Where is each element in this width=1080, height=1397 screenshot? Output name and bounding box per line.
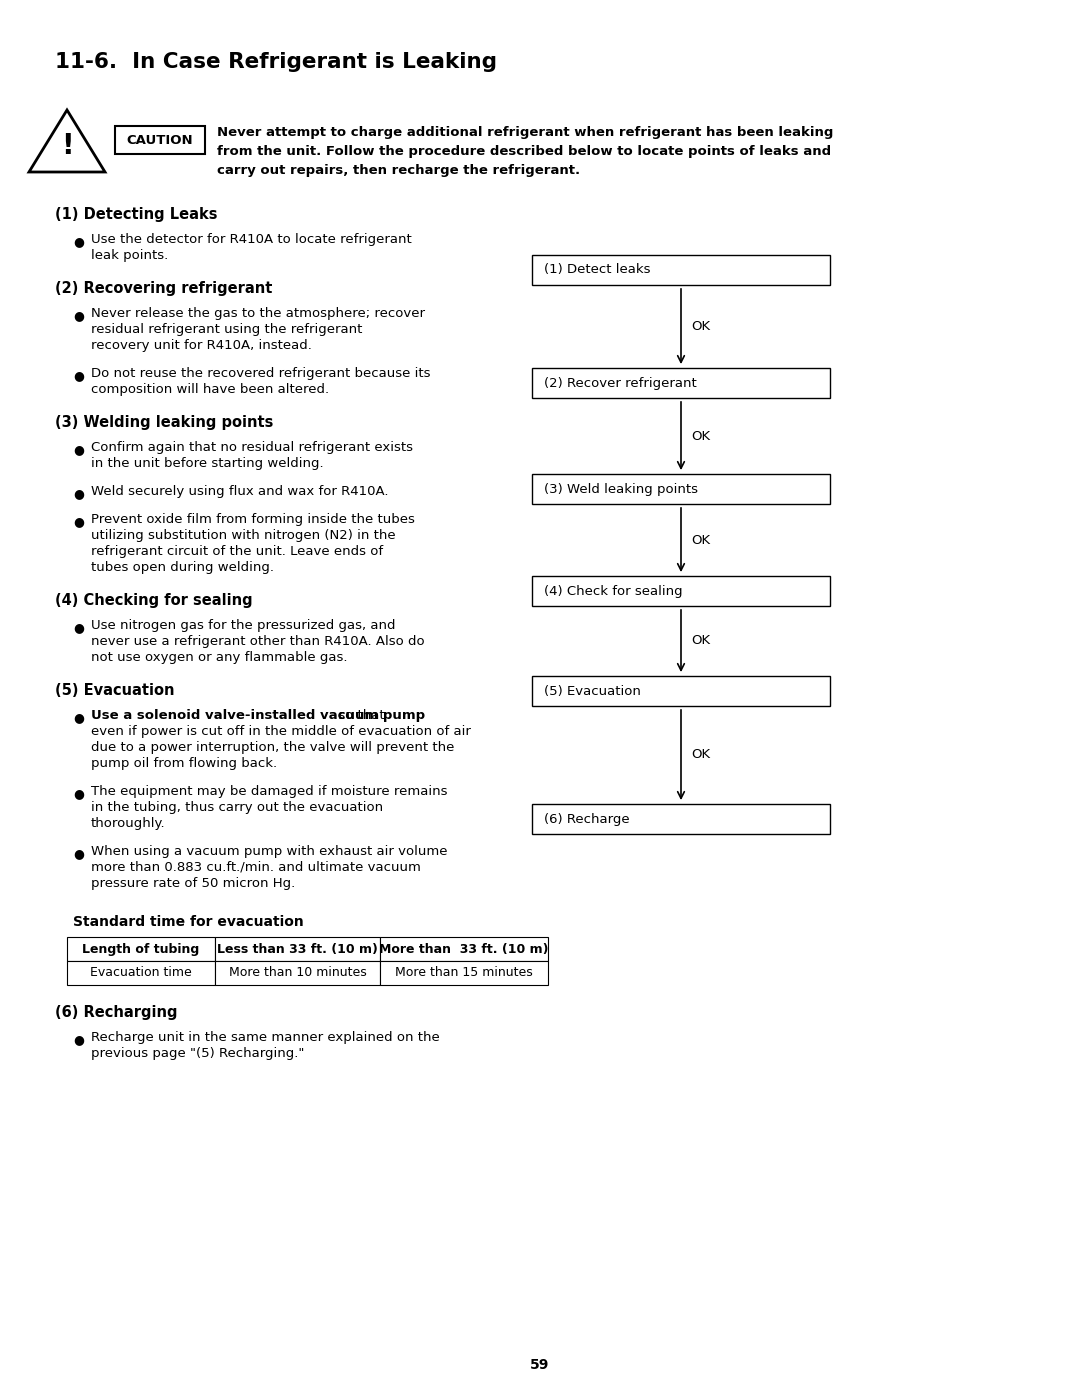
Text: CAUTION: CAUTION	[126, 134, 193, 147]
Bar	[67, 937, 215, 961]
Text: Do not reuse the recovered refrigerant because its: Do not reuse the recovered refrigerant b…	[91, 367, 431, 380]
Text: even if power is cut off in the middle of evacuation of air: even if power is cut off in the middle o…	[91, 725, 471, 738]
Text: Prevent oxide film from forming inside the tubes: Prevent oxide film from forming inside t…	[91, 513, 415, 527]
Text: Evacuation time: Evacuation time	[90, 967, 192, 979]
Text: OK: OK	[691, 634, 711, 647]
Text: When using a vacuum pump with exhaust air volume: When using a vacuum pump with exhaust ai…	[91, 845, 447, 858]
Text: in the unit before starting welding.: in the unit before starting welding.	[91, 457, 324, 469]
Text: ●: ●	[73, 309, 84, 321]
Text: ●: ●	[73, 847, 84, 861]
Text: OK: OK	[691, 534, 711, 546]
Text: More than 10 minutes: More than 10 minutes	[229, 967, 366, 979]
Text: (2) Recovering refrigerant: (2) Recovering refrigerant	[55, 281, 272, 296]
Text: in the tubing, thus carry out the evacuation: in the tubing, thus carry out the evacua…	[91, 800, 383, 814]
Text: Use nitrogen gas for the pressurized gas, and: Use nitrogen gas for the pressurized gas…	[91, 619, 395, 631]
Text: OK: OK	[691, 320, 711, 332]
Bar	[380, 961, 548, 985]
Text: Never attempt to charge additional refrigerant when refrigerant has been leaking: Never attempt to charge additional refri…	[217, 126, 834, 138]
Text: Use the detector for R410A to locate refrigerant: Use the detector for R410A to locate ref…	[91, 233, 411, 246]
Text: so that: so that	[334, 710, 384, 722]
Text: 59: 59	[530, 1358, 550, 1372]
Text: Weld securely using flux and wax for R410A.: Weld securely using flux and wax for R41…	[91, 485, 389, 497]
Text: ●: ●	[73, 488, 84, 500]
Text: Standard time for evacuation: Standard time for evacuation	[73, 915, 303, 929]
Text: carry out repairs, then recharge the refrigerant.: carry out repairs, then recharge the ref…	[217, 163, 580, 177]
Text: ●: ●	[73, 787, 84, 800]
Text: ●: ●	[73, 235, 84, 249]
Text: OK: OK	[691, 749, 711, 761]
Text: ●: ●	[73, 622, 84, 634]
Text: (4) Checking for sealing: (4) Checking for sealing	[55, 592, 253, 608]
Text: not use oxygen or any flammable gas.: not use oxygen or any flammable gas.	[91, 651, 348, 664]
Text: (1) Detecting Leaks: (1) Detecting Leaks	[55, 207, 217, 222]
Text: leak points.: leak points.	[91, 249, 168, 263]
Text: ●: ●	[73, 443, 84, 455]
Text: !: !	[60, 131, 73, 161]
Text: more than 0.883 cu.ft./min. and ultimate vacuum: more than 0.883 cu.ft./min. and ultimate…	[91, 861, 421, 875]
Bar	[532, 576, 831, 606]
Text: pump oil from flowing back.: pump oil from flowing back.	[91, 757, 278, 770]
Bar	[114, 126, 205, 154]
Bar	[532, 805, 831, 834]
Bar	[215, 961, 380, 985]
Bar	[532, 474, 831, 504]
Text: due to a power interruption, the valve will prevent the: due to a power interruption, the valve w…	[91, 740, 455, 754]
Text: Less than 33 ft. (10 m): Less than 33 ft. (10 m)	[217, 943, 378, 956]
Bar	[532, 256, 831, 285]
Text: Never release the gas to the atmosphere; recover: Never release the gas to the atmosphere;…	[91, 307, 426, 320]
Text: utilizing substitution with nitrogen (N2) in the: utilizing substitution with nitrogen (N2…	[91, 529, 395, 542]
Text: OK: OK	[691, 429, 711, 443]
Text: pressure rate of 50 micron Hg.: pressure rate of 50 micron Hg.	[91, 877, 295, 890]
Bar	[532, 367, 831, 398]
Text: (3) Welding leaking points: (3) Welding leaking points	[55, 415, 273, 430]
Text: ●: ●	[73, 369, 84, 381]
Text: More than  33 ft. (10 m): More than 33 ft. (10 m)	[379, 943, 549, 956]
Text: thoroughly.: thoroughly.	[91, 817, 165, 830]
Text: The equipment may be damaged if moisture remains: The equipment may be damaged if moisture…	[91, 785, 447, 798]
Text: Recharge unit in the same manner explained on the: Recharge unit in the same manner explain…	[91, 1031, 440, 1044]
Text: 11-6.  In Case Refrigerant is Leaking: 11-6. In Case Refrigerant is Leaking	[55, 52, 497, 73]
Text: tubes open during welding.: tubes open during welding.	[91, 562, 274, 574]
Bar	[532, 676, 831, 705]
Text: Length of tubing: Length of tubing	[82, 943, 200, 956]
Text: (2) Recover refrigerant: (2) Recover refrigerant	[544, 377, 697, 390]
Text: (5) Evacuation: (5) Evacuation	[544, 685, 640, 697]
Text: ●: ●	[73, 515, 84, 528]
Text: never use a refrigerant other than R410A. Also do: never use a refrigerant other than R410A…	[91, 636, 424, 648]
Text: Use a solenoid valve-installed vacuum pump: Use a solenoid valve-installed vacuum pu…	[91, 710, 426, 722]
Text: More than 15 minutes: More than 15 minutes	[395, 967, 532, 979]
Text: ●: ●	[73, 1032, 84, 1046]
Text: (6) Recharge: (6) Recharge	[544, 813, 630, 826]
Text: residual refrigerant using the refrigerant: residual refrigerant using the refrigera…	[91, 323, 363, 337]
Text: (1) Detect leaks: (1) Detect leaks	[544, 264, 650, 277]
Text: (6) Recharging: (6) Recharging	[55, 1004, 177, 1020]
Bar	[67, 961, 215, 985]
Text: (3) Weld leaking points: (3) Weld leaking points	[544, 482, 698, 496]
Text: ●: ●	[73, 711, 84, 724]
Bar	[215, 937, 380, 961]
Text: previous page "(5) Recharging.": previous page "(5) Recharging."	[91, 1046, 305, 1060]
Text: (4) Check for sealing: (4) Check for sealing	[544, 584, 683, 598]
Text: from the unit. Follow the procedure described below to locate points of leaks an: from the unit. Follow the procedure desc…	[217, 145, 832, 158]
Text: composition will have been altered.: composition will have been altered.	[91, 383, 329, 395]
Bar	[380, 937, 548, 961]
Text: refrigerant circuit of the unit. Leave ends of: refrigerant circuit of the unit. Leave e…	[91, 545, 383, 557]
Text: (5) Evacuation: (5) Evacuation	[55, 683, 175, 698]
Text: Confirm again that no residual refrigerant exists: Confirm again that no residual refrigera…	[91, 441, 413, 454]
Text: recovery unit for R410A, instead.: recovery unit for R410A, instead.	[91, 339, 312, 352]
